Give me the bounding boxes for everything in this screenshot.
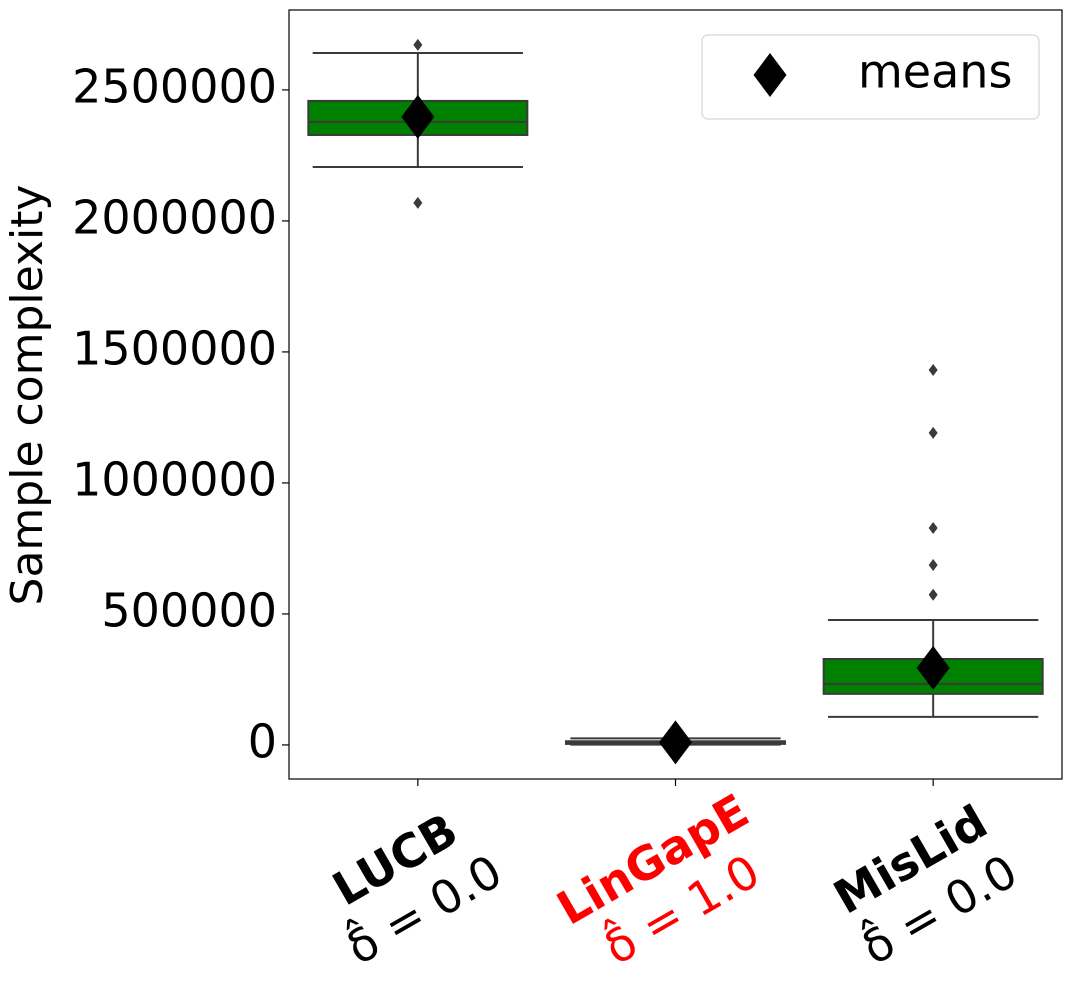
legend-marker [753,53,787,97]
mean-marker [916,645,950,690]
y-tick-label: 2500000 [72,59,277,113]
outlier [928,364,938,377]
outlier [413,38,423,51]
y-tick-label: 0 [248,714,277,768]
y-axis-label: Sample complexity [2,185,53,606]
y-tick-label: 1000000 [72,452,277,506]
outlier [928,426,938,439]
y-tick-label: 2000000 [72,190,277,244]
y-tick-label: 1500000 [72,321,277,375]
outlier [928,521,938,534]
outlier [413,196,423,209]
outlier [928,558,938,571]
legend-box [701,34,1040,120]
outlier [928,588,938,601]
mean-marker [401,94,435,139]
legend-label: means [858,45,1012,99]
y-tick-label: 500000 [101,583,277,637]
mean-marker [659,720,692,765]
